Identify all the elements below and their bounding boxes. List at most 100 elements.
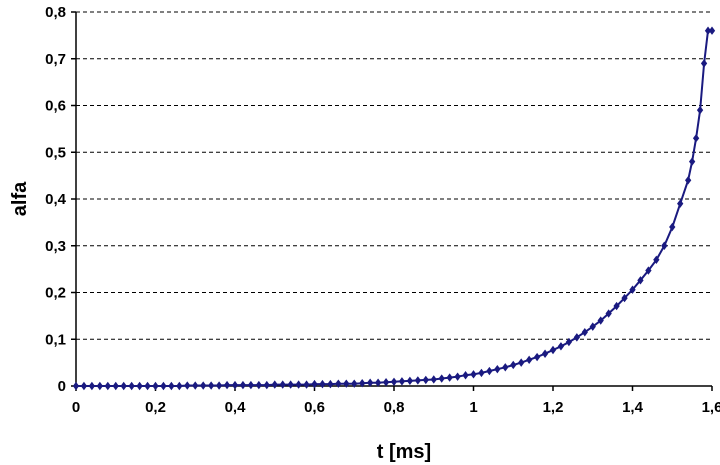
data-point — [422, 375, 429, 385]
data-point — [263, 380, 270, 390]
gridlines — [76, 11, 712, 340]
data-point — [112, 381, 119, 391]
data-point — [359, 378, 366, 388]
data-point — [120, 381, 127, 391]
data-point — [343, 379, 350, 388]
data-point — [438, 374, 445, 383]
data-point — [446, 373, 453, 382]
data-point — [688, 157, 696, 166]
data-point — [168, 381, 175, 391]
data-point — [653, 255, 660, 264]
data-point — [335, 379, 342, 388]
data-point — [414, 376, 421, 385]
data-point — [303, 380, 310, 389]
data-point — [231, 380, 239, 390]
data-point — [478, 368, 485, 378]
data-point — [128, 381, 135, 391]
data-point — [462, 371, 469, 380]
y-tick-label: 0,7 — [45, 51, 66, 68]
data-point — [637, 276, 644, 285]
data-point — [104, 381, 111, 391]
data-point — [351, 379, 358, 388]
data-point — [311, 379, 318, 389]
y-tick-label: 0,5 — [45, 144, 66, 161]
x-tick-label: 0,8 — [384, 399, 405, 416]
data-point — [470, 370, 477, 379]
data-point — [677, 199, 684, 208]
data-point — [287, 380, 294, 389]
data-point — [223, 380, 231, 390]
data-point — [327, 379, 334, 389]
data-point — [597, 316, 604, 325]
x-tick-label: 1,2 — [543, 399, 564, 416]
x-tick-label: 0,6 — [304, 399, 325, 416]
y-tick-label: 0 — [58, 378, 66, 395]
data-point — [390, 377, 398, 386]
data-point — [271, 380, 278, 389]
data-point — [589, 322, 596, 331]
data-point — [708, 26, 716, 35]
data-point — [247, 380, 255, 390]
data-point — [208, 381, 215, 390]
y-tick-label: 0,4 — [45, 191, 67, 208]
x-tick-label: 1 — [469, 399, 477, 416]
x-tick-label: 1,6 — [702, 399, 720, 416]
data-point — [526, 355, 533, 365]
data-point — [645, 266, 652, 275]
data-point — [629, 285, 636, 294]
data-point — [605, 309, 612, 318]
data-point — [573, 333, 580, 342]
data-point — [669, 222, 676, 232]
y-tick-label: 0,6 — [45, 98, 66, 115]
data-point — [494, 364, 501, 374]
data-point — [692, 134, 700, 143]
data-point — [374, 378, 382, 387]
data-point — [295, 380, 302, 389]
data-point — [704, 26, 712, 35]
x-tick-label: 0,4 — [225, 399, 247, 416]
data-point — [200, 381, 207, 390]
data-point — [565, 337, 573, 347]
data-point — [541, 349, 549, 358]
data-point — [613, 301, 620, 311]
y-tick-label: 0,8 — [45, 4, 66, 21]
data-point — [510, 360, 517, 370]
data-point — [406, 376, 414, 386]
data-point — [621, 293, 628, 303]
data-point — [581, 328, 588, 337]
data-point — [88, 381, 96, 391]
y-axis-title: alfa — [9, 181, 31, 216]
data-point — [700, 59, 708, 68]
data-point — [144, 381, 151, 391]
data-point — [398, 377, 406, 386]
x-axis-title: t [ms] — [377, 441, 431, 463]
x-tick-label: 0,2 — [145, 399, 166, 416]
data-point — [502, 363, 509, 372]
x-tick-label: 1,4 — [622, 399, 644, 416]
data-point — [176, 381, 183, 391]
data-point — [96, 381, 103, 391]
tick-labels: 0 0,1 0,2 0,3 0,4 0,5 0,6 0,7 0,8 0 0,2 0,4 0,6 0,8 1 1… — [45, 4, 720, 416]
data-point — [215, 381, 223, 390]
data-point — [152, 381, 159, 391]
series-line — [76, 29, 712, 387]
series — [72, 26, 716, 391]
data-point — [72, 381, 80, 391]
y-tick-label: 0,3 — [45, 238, 66, 255]
data-point — [518, 358, 525, 367]
data-point — [160, 381, 167, 391]
data-point — [80, 381, 88, 391]
data-point — [255, 380, 262, 390]
data-point — [239, 380, 247, 390]
data-point — [192, 381, 199, 390]
y-tick-label: 0,2 — [45, 285, 66, 302]
data-point — [184, 381, 191, 390]
data-point — [367, 378, 374, 387]
axes — [71, 11, 713, 391]
data-point — [685, 176, 692, 185]
data-point — [549, 345, 557, 355]
data-point — [696, 105, 704, 115]
data-point — [382, 378, 390, 387]
data-point — [319, 379, 326, 389]
